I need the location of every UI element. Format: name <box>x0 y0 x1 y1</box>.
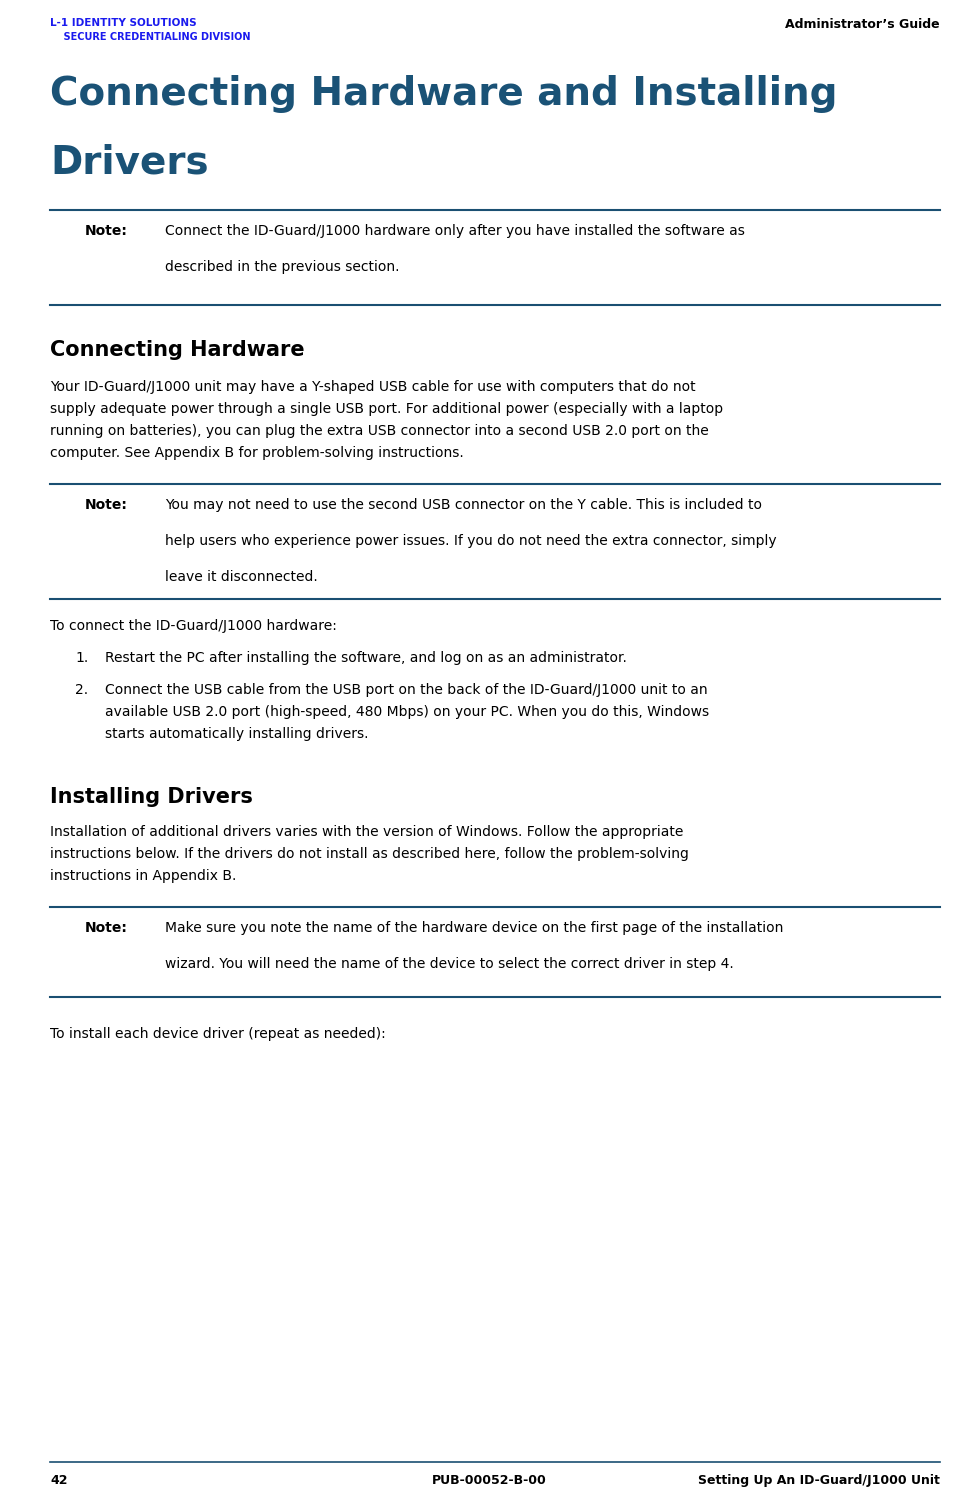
Text: instructions in Appendix B.: instructions in Appendix B. <box>50 868 236 883</box>
Text: 1.: 1. <box>75 651 88 665</box>
Text: computer. See Appendix B for problem-solving instructions.: computer. See Appendix B for problem-sol… <box>50 446 463 460</box>
Text: help users who experience power issues. If you do not need the extra connector, : help users who experience power issues. … <box>165 534 776 548</box>
Text: Installing Drivers: Installing Drivers <box>50 787 253 807</box>
Text: available USB 2.0 port (high-speed, 480 Mbps) on your PC. When you do this, Wind: available USB 2.0 port (high-speed, 480 … <box>105 705 708 719</box>
Text: 42: 42 <box>50 1475 67 1487</box>
Text: Connecting Hardware and Installing: Connecting Hardware and Installing <box>50 75 836 112</box>
Text: Make sure you note the name of the hardware device on the first page of the inst: Make sure you note the name of the hardw… <box>165 921 783 936</box>
Text: SECURE CREDENTIALING DIVISION: SECURE CREDENTIALING DIVISION <box>50 31 250 42</box>
Text: Installation of additional drivers varies with the version of Windows. Follow th: Installation of additional drivers varie… <box>50 825 683 838</box>
Text: To connect the ID-Guard/J1000 hardware:: To connect the ID-Guard/J1000 hardware: <box>50 618 336 633</box>
Text: Connecting Hardware: Connecting Hardware <box>50 340 304 359</box>
Text: instructions below. If the drivers do not install as described here, follow the : instructions below. If the drivers do no… <box>50 847 688 861</box>
Text: You may not need to use the second USB connector on the Y cable. This is include: You may not need to use the second USB c… <box>165 499 761 512</box>
Text: 2.: 2. <box>75 683 88 698</box>
Text: starts automatically installing drivers.: starts automatically installing drivers. <box>105 728 368 741</box>
Text: Administrator’s Guide: Administrator’s Guide <box>785 18 939 31</box>
Text: Connect the USB cable from the USB port on the back of the ID-Guard/J1000 unit t: Connect the USB cable from the USB port … <box>105 683 707 698</box>
Text: running on batteries), you can plug the extra USB connector into a second USB 2.: running on batteries), you can plug the … <box>50 424 708 439</box>
Text: supply adequate power through a single USB port. For additional power (especiall: supply adequate power through a single U… <box>50 403 722 416</box>
Text: PUB-00052-B-00: PUB-00052-B-00 <box>431 1475 546 1487</box>
Text: Connect the ID-Guard/J1000 hardware only after you have installed the software a: Connect the ID-Guard/J1000 hardware only… <box>165 225 744 238</box>
Text: L-1 IDENTITY SOLUTIONS: L-1 IDENTITY SOLUTIONS <box>50 18 196 28</box>
Text: Restart the PC after installing the software, and log on as an administrator.: Restart the PC after installing the soft… <box>105 651 626 665</box>
Text: Drivers: Drivers <box>50 144 208 181</box>
Text: Note:: Note: <box>85 921 128 936</box>
Text: described in the previous section.: described in the previous section. <box>165 260 399 274</box>
Text: Note:: Note: <box>85 499 128 512</box>
Text: Setting Up An ID-Guard/J1000 Unit: Setting Up An ID-Guard/J1000 Unit <box>698 1475 939 1487</box>
Text: wizard. You will need the name of the device to select the correct driver in ste: wizard. You will need the name of the de… <box>165 957 733 972</box>
Text: leave it disconnected.: leave it disconnected. <box>165 570 318 584</box>
Text: Note:: Note: <box>85 225 128 238</box>
Text: To install each device driver (repeat as needed):: To install each device driver (repeat as… <box>50 1027 385 1040</box>
Text: Your ID-Guard/J1000 unit may have a Y-shaped USB cable for use with computers th: Your ID-Guard/J1000 unit may have a Y-sh… <box>50 380 695 394</box>
